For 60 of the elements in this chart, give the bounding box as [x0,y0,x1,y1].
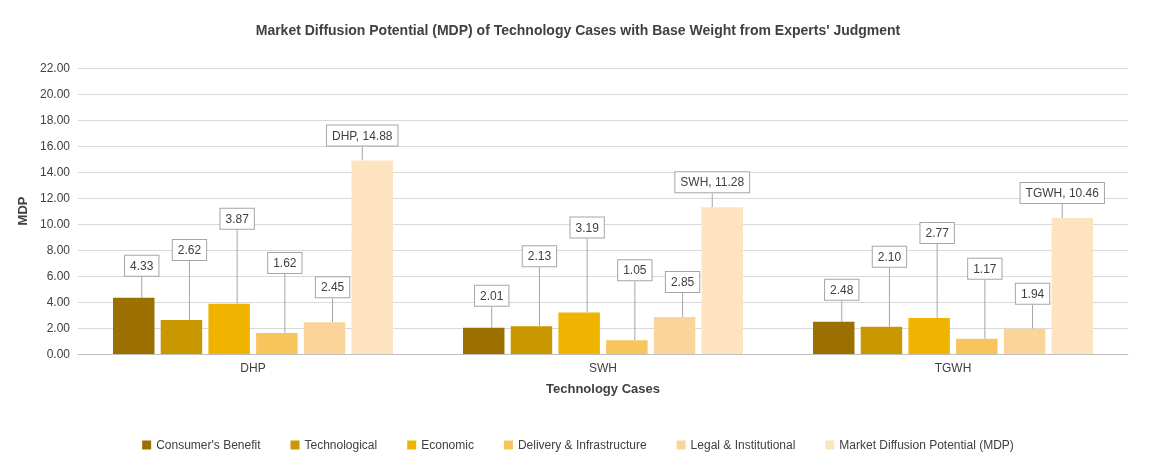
data-label: 2.77 [925,225,950,240]
chart-title: Market Diffusion Potential (MDP) of Technology Cases with Base Weight from Experts' Judgment [255,22,901,38]
bar [606,340,648,354]
bar [303,322,346,354]
bar [463,327,505,354]
bar [558,312,600,354]
data-label: 1.17 [973,261,997,276]
x-tick-label: TGWH [934,361,972,375]
data-label: 1.62 [273,255,297,270]
y-tick-label: 6.00 [46,269,71,283]
data-label: 2.45 [320,280,345,295]
legend-label: Delivery & Infrastructure [517,438,647,452]
data-label: 1.05 [623,263,647,278]
x-tick-label: DHP [240,361,266,375]
data-label: TGWH, 10.46 [1025,186,1100,201]
data-label: DHP, 14.88 [332,128,393,143]
legend-label: Legal & Institutional [690,438,796,452]
y-tick-label: 18.00 [39,113,71,127]
data-label: 2.85 [670,274,695,289]
data-label: 2.10 [877,249,902,264]
x-axis-title: Technology Cases [546,381,660,396]
data-label: 2.13 [527,249,552,264]
bar [160,319,203,354]
y-tick-label: 2.00 [46,321,71,335]
y-tick-label: 8.00 [46,243,71,257]
data-label: 2.01 [480,288,504,303]
data-label: 2.62 [177,242,202,257]
y-axis-title: MDP [15,196,31,226]
bar [860,326,903,354]
y-tick-label: 4.00 [46,295,71,309]
bar [1003,328,1046,354]
y-tick-label: 10.00 [39,217,71,231]
legend-label: Economic [421,438,474,452]
data-label: 3.19 [575,220,600,235]
y-tick-label: 14.00 [39,165,71,179]
x-tick-label: SWH [589,361,617,375]
bar [113,297,155,354]
bar [510,326,553,354]
bar [208,303,250,354]
bar [351,160,393,354]
y-tick-label: 0.00 [46,347,71,361]
y-tick-label: 20.00 [39,87,71,101]
bar [256,332,298,354]
bar [1051,218,1093,354]
data-label: 3.87 [225,211,250,226]
y-tick-label: 16.00 [39,139,71,153]
legend-label: Consumer's Benefit [156,438,262,452]
bar [813,321,855,354]
data-label: 2.48 [830,282,854,297]
bar [701,207,743,354]
y-tick-label: 12.00 [39,191,71,205]
data-label: 4.33 [130,258,154,273]
bar [653,316,696,354]
legend-label: Technological [304,438,378,452]
bar [956,338,998,354]
data-label: 1.94 [1020,286,1045,301]
y-tick-label: 22.00 [39,61,71,75]
data-label: SWH, 11.28 [680,175,745,190]
bar [908,317,950,354]
legend-label: Market Diffusion Potential (MDP) [839,438,1014,452]
